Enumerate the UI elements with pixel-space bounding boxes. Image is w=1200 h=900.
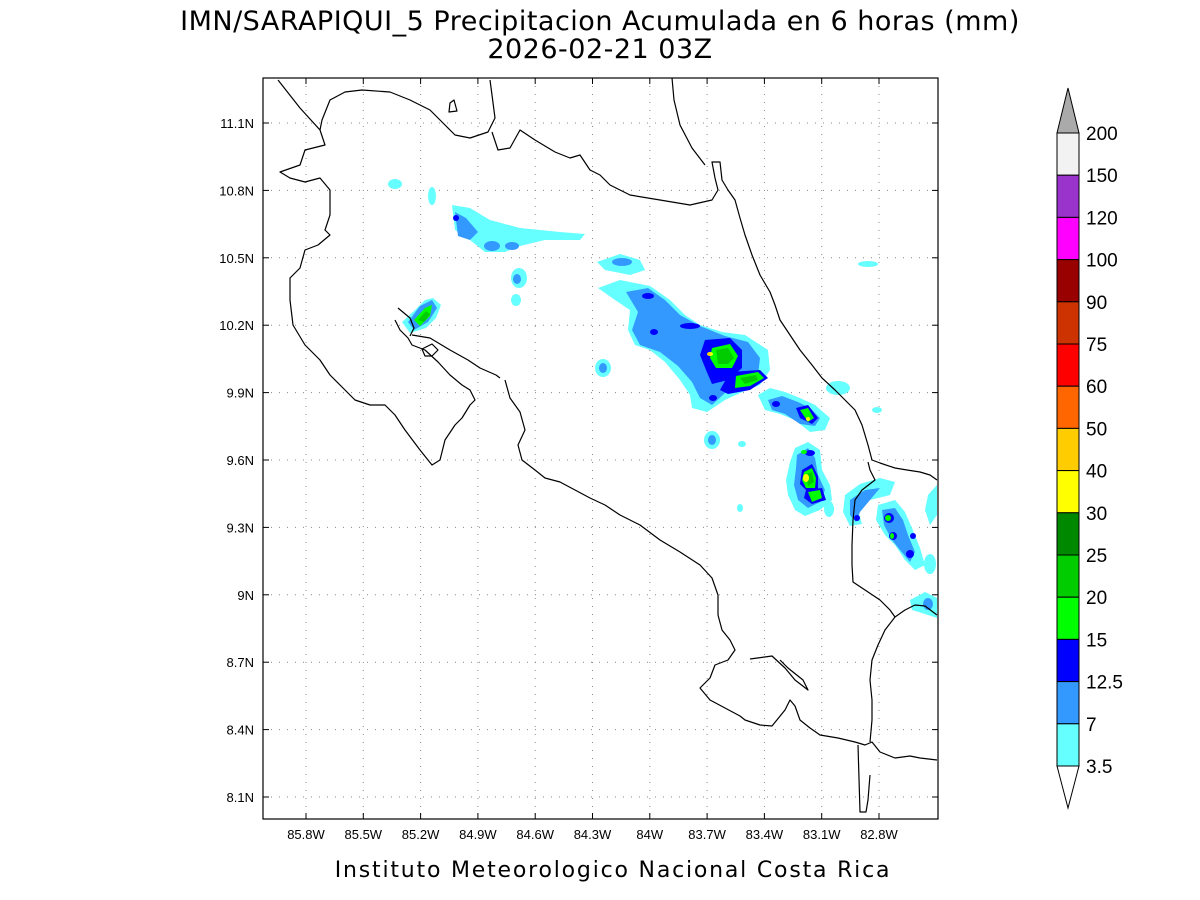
colorbar-max-triangle (1056, 87, 1080, 134)
colorbar-swatch (1056, 385, 1080, 429)
lon-tick-label: 84.6W (516, 827, 554, 842)
lon-tick-label: 83.7W (688, 827, 726, 842)
colorbar-swatch (1056, 596, 1080, 640)
lon-tick-label: 82.8W (860, 827, 898, 842)
colorbar-label: 30 (1086, 504, 1107, 525)
colorbar-swatch (1056, 174, 1080, 218)
lon-tick-label: 84.3W (574, 827, 612, 842)
lon-tick-label: 84W (636, 827, 663, 842)
lon-tick-label: 83.1W (803, 827, 841, 842)
lat-tick-label: 10.5N (219, 251, 254, 266)
lat-tick-label: 9.6N (227, 453, 254, 468)
colorbar-label: 150 (1086, 166, 1118, 187)
gridlines (263, 78, 938, 819)
colorbar-label: 15 (1086, 630, 1107, 651)
precip-15mm (414, 305, 894, 539)
colorbar-label: 3.5 (1086, 757, 1112, 778)
colorbar-label: 60 (1086, 377, 1107, 398)
lat-tick-label: 8.1N (227, 790, 254, 805)
lon-tick-label: 83.4W (746, 827, 784, 842)
plot-area (262, 77, 939, 820)
lon-tick-label: 84.9W (459, 827, 497, 842)
colorbar-label: 20 (1086, 588, 1107, 609)
colorbar-swatch (1056, 723, 1080, 767)
colorbar-label: 120 (1086, 208, 1118, 229)
lat-tick-label: 11.1N (220, 116, 254, 131)
colorbar-swatch (1056, 216, 1080, 261)
colorbar: 200 150 120 100 90 75 60 50 40 30 25 20 15 12.5 7 3.5 (1056, 87, 1123, 810)
colorbar-label: 100 (1086, 251, 1118, 272)
lat-tick-label: 9N (237, 588, 254, 603)
lon-tick-label: 85.5W (345, 827, 383, 842)
lon-tick-label: 85.8W (287, 827, 325, 842)
precip-contours (388, 179, 937, 618)
colorbar-label: 7 (1086, 715, 1097, 736)
plot-frame (262, 77, 939, 820)
footer-credit: Instituto Meteorologico Nacional Costa R… (335, 858, 892, 883)
colorbar-label: 12.5 (1086, 673, 1123, 694)
colorbar-swatch (1056, 343, 1080, 387)
colorbar-label: 200 (1086, 124, 1118, 145)
axis-ticks (263, 78, 938, 819)
colorbar-swatch (1056, 512, 1080, 556)
lon-tick-label: 85.2W (402, 827, 440, 842)
colorbar-swatch (1056, 427, 1080, 472)
map-title: IMN/SARAPIQUI_5 Precipitacion Acumulada … (180, 6, 1020, 37)
colorbar-swatch (1056, 554, 1080, 598)
colorbar-label: 75 (1086, 335, 1107, 356)
colorbar-swatch (1056, 638, 1080, 683)
lat-tick-label: 10.2N (219, 318, 254, 333)
colorbar-swatch (1056, 259, 1080, 303)
colorbar-swatch (1056, 132, 1080, 176)
colorbar-label: 90 (1086, 293, 1107, 314)
colorbar-swatch (1056, 301, 1080, 345)
colorbar-label: 50 (1086, 419, 1107, 440)
colorbar-swatch (1056, 681, 1080, 725)
colorbar-label: 25 (1086, 546, 1107, 567)
longitude-axis-labels: 85.8W 85.5W 85.2W 84.9W 84.6W 84.3W 84W 83.7W 83… (287, 827, 898, 842)
lat-tick-label: 9.9N (227, 386, 254, 401)
map-subtitle-date: 2026-02-21 03Z (487, 34, 712, 65)
coastline-borders (277, 77, 938, 813)
precip-40mm (707, 352, 711, 356)
lat-tick-label: 10.8N (219, 183, 254, 198)
latitude-axis-labels: 11.1N 10.8N 10.5N 10.2N 9.9N 9.6N 9.3N 9N 8.7N 8.… (219, 116, 254, 805)
lat-tick-label: 9.3N (227, 520, 254, 535)
lat-tick-label: 8.4N (227, 723, 254, 738)
colorbar-label: 40 (1086, 462, 1107, 483)
lat-tick-label: 8.7N (227, 655, 254, 670)
colorbar-swatch (1056, 470, 1080, 514)
colorbar-min-triangle (1056, 765, 1080, 810)
plot-background (263, 78, 938, 819)
